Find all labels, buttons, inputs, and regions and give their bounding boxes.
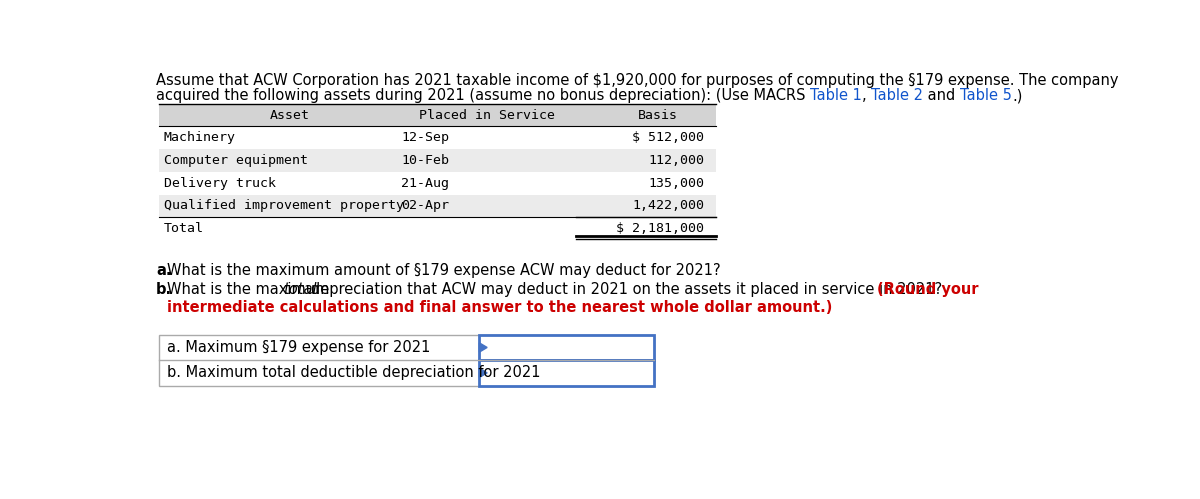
Text: Basis: Basis (637, 109, 678, 122)
Text: depreciation that ACW may deduct in 2021 on the assets it placed in service in 2: depreciation that ACW may deduct in 2021… (311, 282, 947, 297)
Text: 12-Sep: 12-Sep (401, 131, 449, 144)
Text: a. Maximum §179 expense for 2021: a. Maximum §179 expense for 2021 (167, 340, 431, 355)
Text: 135,000: 135,000 (648, 177, 704, 190)
Text: Table 2: Table 2 (871, 88, 924, 103)
Text: ,: , (862, 88, 871, 103)
Bar (160, 104, 715, 126)
Text: Assume that ACW Corporation has 2021 taxable income of $1,920,000 for purposes o: Assume that ACW Corporation has 2021 tax… (156, 73, 1118, 88)
Text: Placed in Service: Placed in Service (419, 109, 556, 122)
Text: Table 5: Table 5 (960, 88, 1013, 103)
Text: 02-Apr: 02-Apr (401, 200, 449, 213)
Text: 10-Feb: 10-Feb (401, 154, 449, 167)
Text: Delivery truck: Delivery truck (164, 177, 276, 190)
Text: intermediate calculations and final answer to the nearest whole dollar amount.): intermediate calculations and final answ… (167, 300, 833, 315)
Bar (160, 335, 654, 386)
Text: $ 512,000: $ 512,000 (632, 131, 704, 144)
Text: Table 1: Table 1 (810, 88, 863, 103)
Text: b.: b. (156, 282, 173, 297)
Text: a.: a. (156, 263, 172, 278)
Bar (479, 360, 654, 386)
Polygon shape (479, 368, 487, 378)
Text: 21-Aug: 21-Aug (401, 177, 449, 190)
Text: Total: Total (164, 222, 204, 235)
Text: .): .) (1013, 88, 1022, 103)
Text: Machinery: Machinery (164, 131, 236, 144)
Text: and: and (924, 88, 960, 103)
Text: What is the maximum amount of §179 expense ACW may deduct for 2021?: What is the maximum amount of §179 expen… (167, 263, 721, 278)
Bar (160, 149, 715, 172)
Bar (160, 126, 715, 149)
Text: Computer equipment: Computer equipment (164, 154, 308, 167)
Text: 1,422,000: 1,422,000 (632, 200, 704, 213)
Bar (160, 172, 715, 195)
Text: total: total (283, 282, 317, 297)
Bar (160, 195, 715, 218)
Text: Qualified improvement property: Qualified improvement property (164, 200, 404, 213)
Text: 112,000: 112,000 (648, 154, 704, 167)
Polygon shape (479, 343, 487, 352)
Text: (Round your: (Round your (877, 282, 978, 297)
Text: Asset: Asset (270, 109, 310, 122)
Text: b. Maximum total deductible depreciation for 2021: b. Maximum total deductible depreciation… (167, 365, 540, 380)
Text: acquired the following assets during 2021 (assume no bonus depreciation): (Use M: acquired the following assets during 202… (156, 88, 810, 103)
Bar (479, 335, 654, 360)
Text: $ 2,181,000: $ 2,181,000 (616, 222, 704, 235)
Text: What is the maximum: What is the maximum (167, 282, 334, 297)
